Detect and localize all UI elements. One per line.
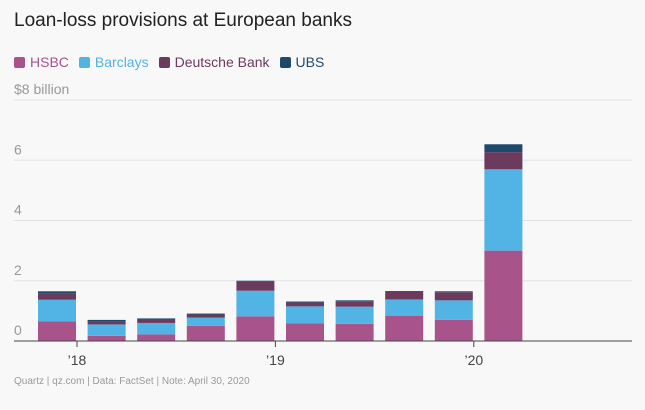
- legend-label-ubs: UBS: [295, 54, 325, 70]
- y-tick-label: $8 billion: [14, 81, 69, 97]
- x-tick-label: ’18: [68, 352, 87, 368]
- legend-item-hsbc: HSBC: [14, 54, 69, 70]
- bar-segment-deutsche-bank: [385, 291, 424, 300]
- bar-segment-ubs: [87, 319, 126, 322]
- bar-segment-hsbc: [38, 321, 76, 341]
- legend-swatch-barclays: [78, 56, 90, 68]
- legend-item-deutsche-bank: Deutsche Bank: [158, 54, 270, 70]
- bar-segment-deutsche-bank: [434, 292, 473, 301]
- legend-item-ubs: UBS: [279, 54, 325, 70]
- bar-segment-ubs: [385, 290, 424, 292]
- x-tick-label: ’20: [464, 352, 483, 368]
- x-tick-label: ’19: [266, 352, 285, 368]
- bar-segment-deutsche-bank: [335, 301, 374, 307]
- bar-segment-ubs: [186, 313, 225, 315]
- legend-item-barclays: Barclays: [78, 54, 149, 70]
- source-footer: Quartz | qz.com | Data: FactSet | Note: …: [14, 376, 250, 387]
- bar-segment-hsbc: [186, 325, 225, 341]
- bar-segment-deutsche-bank: [286, 302, 324, 307]
- bar-segment-barclays: [137, 322, 176, 335]
- bar-segment-hsbc: [286, 323, 324, 341]
- bar-segment-ubs: [335, 300, 374, 302]
- y-tick-label: 0: [14, 322, 22, 338]
- bar-segment-ubs: [434, 291, 473, 293]
- bar-segment-hsbc: [335, 323, 374, 341]
- bar-segment-ubs: [137, 318, 176, 320]
- bar-segment-barclays: [385, 299, 424, 316]
- bar-segment-deutsche-bank: [236, 281, 275, 291]
- bar-segment-hsbc: [385, 315, 424, 341]
- bar-segment-barclays: [38, 299, 76, 322]
- bar-segment-ubs: [286, 301, 324, 303]
- bar-segment-ubs: [38, 291, 76, 294]
- y-tick-label: 2: [14, 262, 22, 278]
- legend: HSBC Barclays Deutsche Bank UBS: [14, 54, 334, 70]
- bar-segment-barclays: [186, 317, 225, 326]
- bar-segment-ubs: [484, 144, 523, 153]
- legend-swatch-deutsche-bank: [158, 56, 170, 68]
- legend-label-barclays: Barclays: [94, 54, 149, 70]
- legend-swatch-ubs: [279, 56, 291, 68]
- bar-segment-hsbc: [236, 316, 275, 341]
- bar-segment-hsbc: [87, 335, 126, 341]
- bar-segment-hsbc: [434, 319, 473, 341]
- chart-title: Loan-loss provisions at European banks: [14, 10, 352, 31]
- bar-segment-barclays: [286, 306, 324, 324]
- bar-segment-deutsche-bank: [484, 152, 523, 170]
- bar-segment-deutsche-bank: [186, 314, 225, 318]
- y-tick-label: 4: [14, 202, 22, 218]
- bar-segment-hsbc: [137, 334, 176, 341]
- legend-label-hsbc: HSBC: [30, 54, 69, 70]
- bar-segment-deutsche-bank: [38, 293, 76, 300]
- bar-segment-ubs: [236, 280, 275, 282]
- legend-label-deutsche-bank: Deutsche Bank: [174, 54, 270, 70]
- bar-segment-barclays: [87, 324, 126, 336]
- y-tick-label: 6: [14, 141, 22, 157]
- bar-segment-deutsche-bank: [137, 319, 176, 323]
- bar-segment-barclays: [484, 169, 523, 251]
- bar-segment-barclays: [434, 300, 473, 320]
- bar-segment-barclays: [236, 290, 275, 317]
- legend-swatch-hsbc: [14, 56, 25, 68]
- bar-segment-deutsche-bank: [87, 321, 126, 325]
- bar-segment-hsbc: [484, 250, 523, 341]
- bar-segment-barclays: [335, 306, 374, 324]
